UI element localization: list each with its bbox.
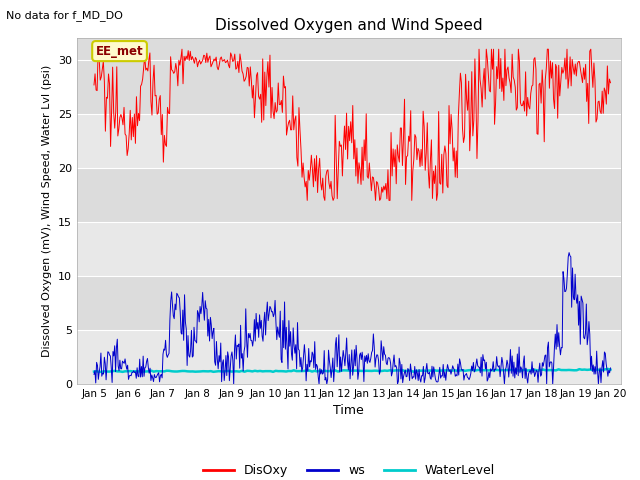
DisOxy	[596, 108, 604, 114]
ws	[480, 358, 488, 363]
WaterLevel	[90, 369, 98, 374]
DisOxy	[399, 136, 407, 142]
Bar	[77, 114, 621, 168]
ws	[90, 372, 98, 377]
Bar	[77, 330, 621, 384]
ws	[565, 250, 573, 255]
WaterLevel	[189, 369, 196, 374]
WaterLevel	[583, 367, 591, 373]
WaterLevel	[607, 367, 614, 372]
Text: EE_met: EE_met	[96, 45, 143, 58]
ws	[607, 365, 614, 371]
DisOxy	[372, 198, 380, 204]
Line: WaterLevel: WaterLevel	[94, 369, 611, 372]
WaterLevel	[95, 369, 103, 375]
Legend: DisOxy, ws, WaterLevel: DisOxy, ws, WaterLevel	[198, 459, 500, 480]
WaterLevel	[230, 369, 238, 374]
WaterLevel	[124, 369, 132, 374]
DisOxy	[90, 82, 98, 88]
DisOxy	[516, 58, 524, 64]
ws	[396, 355, 403, 361]
DisOxy	[337, 142, 345, 148]
WaterLevel	[113, 369, 121, 374]
DisOxy	[303, 198, 311, 204]
Y-axis label: Dissolved Oxygen (mV), Wind Speed, Water Lvl (psi): Dissolved Oxygen (mV), Wind Speed, Water…	[42, 65, 52, 357]
Bar	[77, 222, 621, 276]
ws	[324, 347, 332, 353]
ws	[182, 319, 189, 325]
Text: No data for f_MD_DO: No data for f_MD_DO	[6, 10, 124, 21]
DisOxy	[607, 80, 614, 85]
ws	[223, 372, 230, 378]
Title: Dissolved Oxygen and Wind Speed: Dissolved Oxygen and Wind Speed	[215, 18, 483, 33]
X-axis label: Time: Time	[333, 405, 364, 418]
ws	[230, 381, 237, 387]
Line: DisOxy: DisOxy	[94, 49, 611, 201]
WaterLevel	[565, 367, 573, 373]
ws	[436, 364, 444, 370]
Line: ws: ws	[94, 252, 611, 384]
DisOxy	[178, 46, 186, 52]
DisOxy	[340, 123, 348, 129]
WaterLevel	[604, 366, 612, 372]
